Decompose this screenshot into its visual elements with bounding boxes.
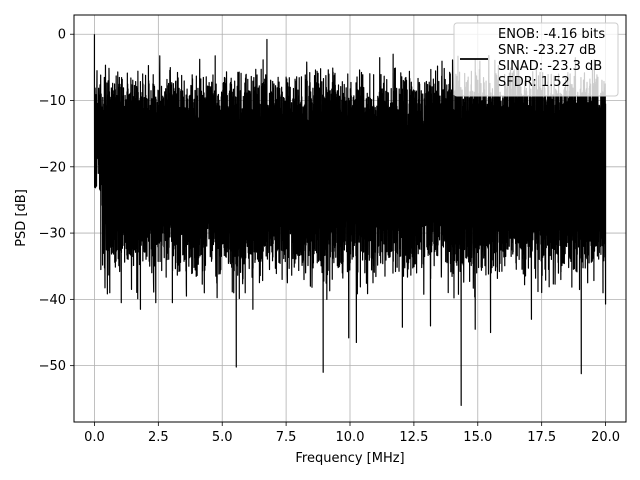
x-tick-label: 15.0 (463, 430, 492, 445)
legend-enob: ENOB: -4.16 bits (498, 27, 605, 42)
x-tick-label: 20.0 (591, 430, 620, 445)
y-tick-label: −30 (39, 227, 66, 242)
y-tick-label: −20 (39, 160, 66, 175)
x-tick-label: 10.0 (336, 430, 365, 445)
y-tick-label: −10 (39, 94, 66, 109)
x-tick-label: 2.5 (148, 430, 169, 445)
x-ticks: 0.0 2.5 5.0 7.5 10.0 12.5 15.0 17.5 20.0 (84, 422, 620, 445)
plot-frame (73, 14, 627, 423)
y-tick-label: −50 (39, 359, 66, 374)
y-ticks: 0 −10 −20 −30 −40 −50 (39, 28, 74, 374)
x-tick-label: 5.0 (212, 430, 233, 445)
legend-snr: SNR: -23.27 dB (498, 43, 596, 58)
psd-series-line (93, 34, 607, 407)
legend-sfdr: SFDR: 1.52 (498, 75, 570, 90)
x-tick-label: 7.5 (276, 430, 297, 445)
legend: ENOB: -4.16 bits SNR: -23.27 dB SINAD: -… (453, 22, 619, 97)
legend-box (453, 22, 619, 97)
y-axis-label: PSD [dB] (14, 189, 29, 247)
plot-area (93, 34, 607, 407)
legend-sinad: SINAD: -23.3 dB (498, 59, 602, 74)
x-tick-label: 12.5 (399, 430, 428, 445)
y-tick-label: −40 (39, 293, 66, 308)
x-tick-label: 0.0 (84, 430, 105, 445)
y-tick-label: 0 (58, 28, 66, 43)
x-axis-label: Frequency [MHz] (295, 451, 404, 466)
x-tick-label: 17.5 (527, 430, 556, 445)
